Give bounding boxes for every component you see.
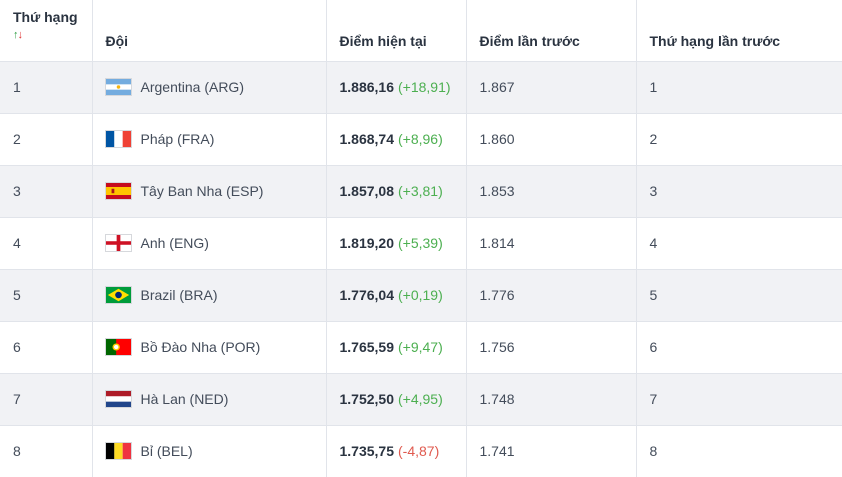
column-header-rank[interactable]: Thứ hạng ↑↓ bbox=[0, 0, 93, 62]
column-header-current-points[interactable]: Điểm hiện tại bbox=[326, 0, 467, 62]
team-name[interactable]: Anh (ENG) bbox=[140, 235, 209, 251]
current-points-cell: 1.765,59 (+9,47) bbox=[326, 320, 467, 373]
team-name[interactable]: Bỉ (BEL) bbox=[140, 443, 193, 460]
current-points-cell: 1.735,75 (-4,87) bbox=[326, 424, 467, 477]
rank-cell: 1 bbox=[0, 61, 93, 113]
current-points-cell: 1.868,74 (+8,96) bbox=[326, 112, 467, 165]
previous-points-cell: 1.867 bbox=[466, 61, 637, 113]
points-change: (+8,96) bbox=[398, 131, 443, 147]
team-name[interactable]: Pháp (FRA) bbox=[140, 131, 215, 147]
rank-cell: 5 bbox=[0, 268, 93, 321]
team-cell: Anh (ENG) bbox=[92, 216, 327, 269]
sort-up-arrow-icon: ↑ bbox=[13, 29, 18, 41]
current-points-cell: 1.776,04 (+0,19) bbox=[326, 268, 467, 321]
points-value: 1.857,08 bbox=[339, 183, 395, 199]
points-change: (+18,91) bbox=[398, 79, 451, 95]
current-points-cell: 1.857,08 (+3,81) bbox=[326, 164, 467, 217]
team-name[interactable]: Tây Ban Nha (ESP) bbox=[140, 183, 264, 199]
sort-icon[interactable]: ↑↓ bbox=[13, 29, 91, 41]
points-value: 1.819,20 bbox=[339, 235, 395, 251]
rank-cell: 7 bbox=[0, 372, 93, 425]
rank-cell: 3 bbox=[0, 164, 93, 217]
rank-cell: 4 bbox=[0, 216, 93, 269]
team-cell: Tây Ban Nha (ESP) bbox=[92, 164, 327, 217]
column-header-rank-label: Thứ hạng bbox=[13, 9, 78, 25]
team-cell: Brazil (BRA) bbox=[92, 268, 327, 321]
previous-rank-cell: 5 bbox=[636, 268, 842, 321]
points-value: 1.776,04 bbox=[339, 287, 395, 303]
table-row: 7 Hà Lan (NED) 1.752,50 (+4,95) 1.748 7 bbox=[0, 372, 842, 425]
points-change: (+3,81) bbox=[398, 183, 443, 199]
points-change: (+4,95) bbox=[398, 391, 443, 407]
table-header-row: Thứ hạng ↑↓ Đội Điểm hiện tại Điểm lần t… bbox=[0, 0, 842, 62]
previous-points-cell: 1.776 bbox=[466, 268, 637, 321]
brazil-flag-icon bbox=[104, 286, 132, 304]
portugal-flag-icon bbox=[104, 338, 132, 356]
table-row: 5 Brazil (BRA) 1.776,04 (+0,19) 1.776 5 bbox=[0, 268, 842, 321]
previous-rank-cell: 8 bbox=[636, 424, 842, 477]
england-flag-icon bbox=[104, 234, 132, 252]
team-name[interactable]: Argentina (ARG) bbox=[140, 79, 244, 95]
column-header-team[interactable]: Đội bbox=[92, 0, 327, 62]
previous-rank-cell: 1 bbox=[649, 79, 658, 95]
table-row: 8 Bỉ (BEL) 1.735,75 (-4,87) 1.741 8 bbox=[0, 424, 842, 477]
points-change: (+5,39) bbox=[398, 235, 443, 251]
team-cell: Argentina (ARG) bbox=[92, 61, 327, 113]
points-change: (-4,87) bbox=[398, 443, 440, 460]
rank-cell: 8 bbox=[0, 424, 93, 477]
previous-points-cell: 1.860 bbox=[466, 112, 637, 165]
argentina-flag-icon bbox=[104, 78, 132, 96]
belgium-flag-icon bbox=[104, 442, 132, 461]
points-value: 1.752,50 bbox=[339, 391, 395, 407]
previous-points-cell: 1.814 bbox=[466, 216, 637, 269]
points-value: 1.886,16 bbox=[339, 79, 395, 95]
current-points-cell: 1.752,50 (+4,95) bbox=[326, 372, 467, 425]
previous-points-cell: 1.741 bbox=[466, 424, 637, 477]
previous-points-cell: 1.853 bbox=[466, 164, 637, 217]
france-flag-icon bbox=[104, 130, 132, 148]
points-change: (+9,47) bbox=[398, 339, 443, 355]
table-row: 1 Argentina (ARG) 1.886,16 (+18,91) 1.867… bbox=[0, 61, 842, 113]
previous-rank-cell: 4 bbox=[636, 216, 842, 269]
team-name[interactable]: Bồ Đào Nha (POR) bbox=[140, 339, 261, 355]
points-value: 1.765,59 bbox=[339, 339, 395, 355]
points-change: (+0,19) bbox=[398, 287, 443, 303]
previous-rank-cell: 7 bbox=[636, 372, 842, 425]
team-cell: Bồ Đào Nha (POR) bbox=[92, 320, 327, 373]
table-row: 2 Pháp (FRA) 1.868,74 (+8,96) 1.860 2 bbox=[0, 112, 842, 165]
team-cell: Hà Lan (NED) bbox=[92, 372, 327, 425]
table-row: 4 Anh (ENG) 1.819,20 (+5,39) 1.814 4 bbox=[0, 216, 842, 269]
column-header-previous-rank[interactable]: Thứ hạng lần trước bbox=[636, 0, 842, 62]
team-cell: Bỉ (BEL) bbox=[92, 424, 327, 477]
column-header-previous-points[interactable]: Điểm lần trước bbox=[466, 0, 637, 62]
sort-down-arrow-icon: ↓ bbox=[17, 29, 23, 41]
table-row: 3 Tây Ban Nha (ESP) 1.857,08 (+3,81) 1.85… bbox=[0, 164, 842, 217]
team-name[interactable]: Brazil (BRA) bbox=[140, 287, 218, 303]
netherlands-flag-icon bbox=[104, 390, 132, 408]
previous-rank-cell: 2 bbox=[636, 112, 842, 165]
rank-cell: 2 bbox=[0, 112, 93, 165]
previous-points-cell: 1.756 bbox=[466, 320, 637, 373]
team-name[interactable]: Hà Lan (NED) bbox=[140, 391, 229, 407]
spain-flag-icon bbox=[104, 182, 132, 200]
points-value: 1.868,74 bbox=[339, 131, 395, 147]
table-row: 6 Bồ Đào Nha (POR) 1.765,59 (+9,47) 1.756… bbox=[0, 320, 842, 373]
points-value: 1.735,75 bbox=[339, 443, 395, 460]
team-cell: Pháp (FRA) bbox=[92, 112, 327, 165]
previous-rank-cell: 3 bbox=[636, 164, 842, 217]
rank-cell: 6 bbox=[0, 320, 93, 373]
current-points-cell: 1.819,20 (+5,39) bbox=[326, 216, 467, 269]
previous-rank-cell: 6 bbox=[636, 320, 842, 373]
previous-points-cell: 1.748 bbox=[466, 372, 637, 425]
current-points-cell: 1.886,16 (+18,91) bbox=[326, 61, 467, 113]
